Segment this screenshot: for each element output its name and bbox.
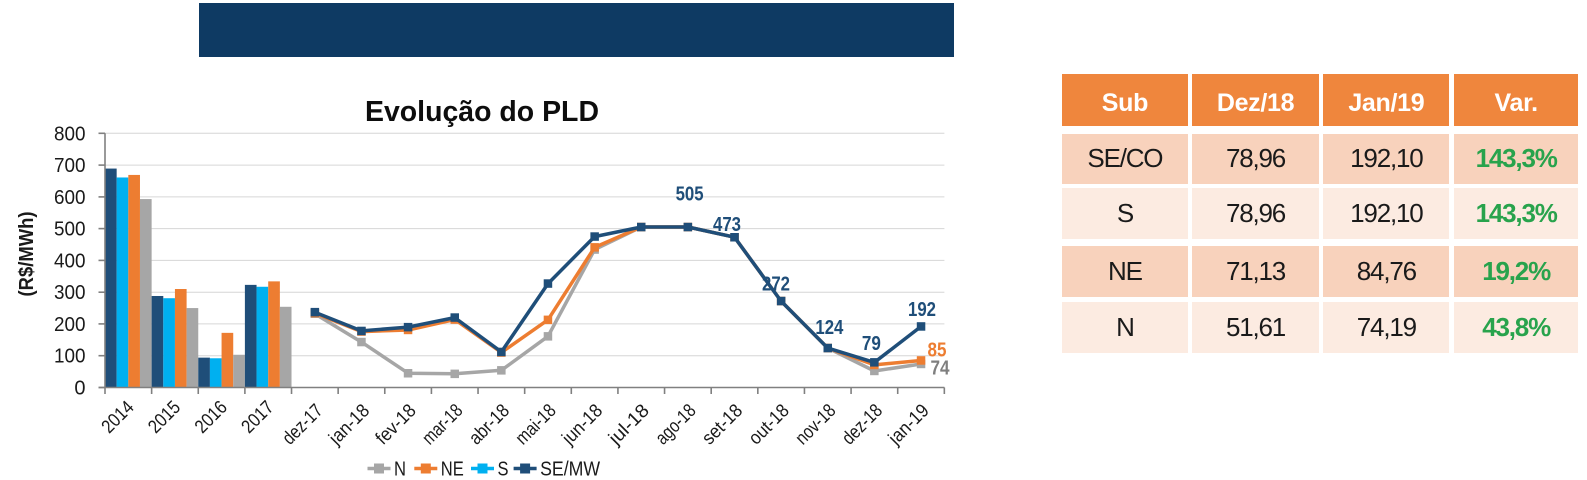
svg-text:0: 0 bbox=[74, 378, 85, 400]
svg-text:mar-18: mar-18 bbox=[418, 400, 467, 449]
svg-text:800: 800 bbox=[54, 123, 86, 145]
svg-text:700: 700 bbox=[54, 155, 86, 177]
svg-text:ago-18: ago-18 bbox=[652, 400, 701, 449]
svg-text:473: 473 bbox=[713, 214, 741, 236]
svg-text:600: 600 bbox=[54, 187, 86, 209]
svg-text:85: 85 bbox=[928, 340, 947, 362]
svg-text:out-18: out-18 bbox=[745, 400, 794, 449]
svg-text:(R$/MWh): (R$/MWh) bbox=[16, 212, 38, 297]
svg-text:74: 74 bbox=[931, 358, 951, 380]
svg-text:79: 79 bbox=[862, 333, 881, 355]
svg-text:jan-19: jan-19 bbox=[884, 400, 933, 449]
svg-text:jul-18: jul-18 bbox=[604, 400, 654, 450]
svg-text:mai-18: mai-18 bbox=[512, 400, 561, 449]
svg-text:300: 300 bbox=[54, 282, 86, 304]
svg-text:Evolução do PLD: Evolução do PLD bbox=[365, 96, 599, 128]
svg-text:124: 124 bbox=[815, 317, 844, 339]
svg-text:jan-18: jan-18 bbox=[325, 400, 374, 449]
svg-text:set-18: set-18 bbox=[698, 400, 747, 449]
svg-text:500: 500 bbox=[54, 219, 86, 241]
svg-text:200: 200 bbox=[54, 314, 86, 336]
svg-text:dez-18: dez-18 bbox=[838, 400, 887, 449]
svg-text:400: 400 bbox=[54, 250, 86, 272]
svg-text:2016: 2016 bbox=[191, 397, 232, 438]
svg-text:192: 192 bbox=[908, 299, 936, 321]
svg-text:NE: NE bbox=[441, 459, 464, 480]
svg-text:505: 505 bbox=[676, 184, 704, 206]
svg-text:nov-18: nov-18 bbox=[792, 400, 841, 449]
svg-text:fev-18: fev-18 bbox=[372, 400, 421, 449]
svg-text:SE/MW: SE/MW bbox=[540, 459, 600, 480]
svg-text:100: 100 bbox=[54, 346, 86, 368]
svg-text:S: S bbox=[498, 459, 509, 480]
svg-text:N: N bbox=[394, 459, 406, 480]
svg-text:2015: 2015 bbox=[144, 397, 185, 438]
svg-text:2014: 2014 bbox=[98, 397, 139, 438]
svg-text:abr-18: abr-18 bbox=[465, 400, 514, 449]
svg-text:272: 272 bbox=[762, 274, 790, 296]
svg-text:dez-17: dez-17 bbox=[279, 400, 328, 449]
svg-text:2017: 2017 bbox=[238, 397, 279, 438]
svg-text:jun-18: jun-18 bbox=[558, 400, 607, 449]
